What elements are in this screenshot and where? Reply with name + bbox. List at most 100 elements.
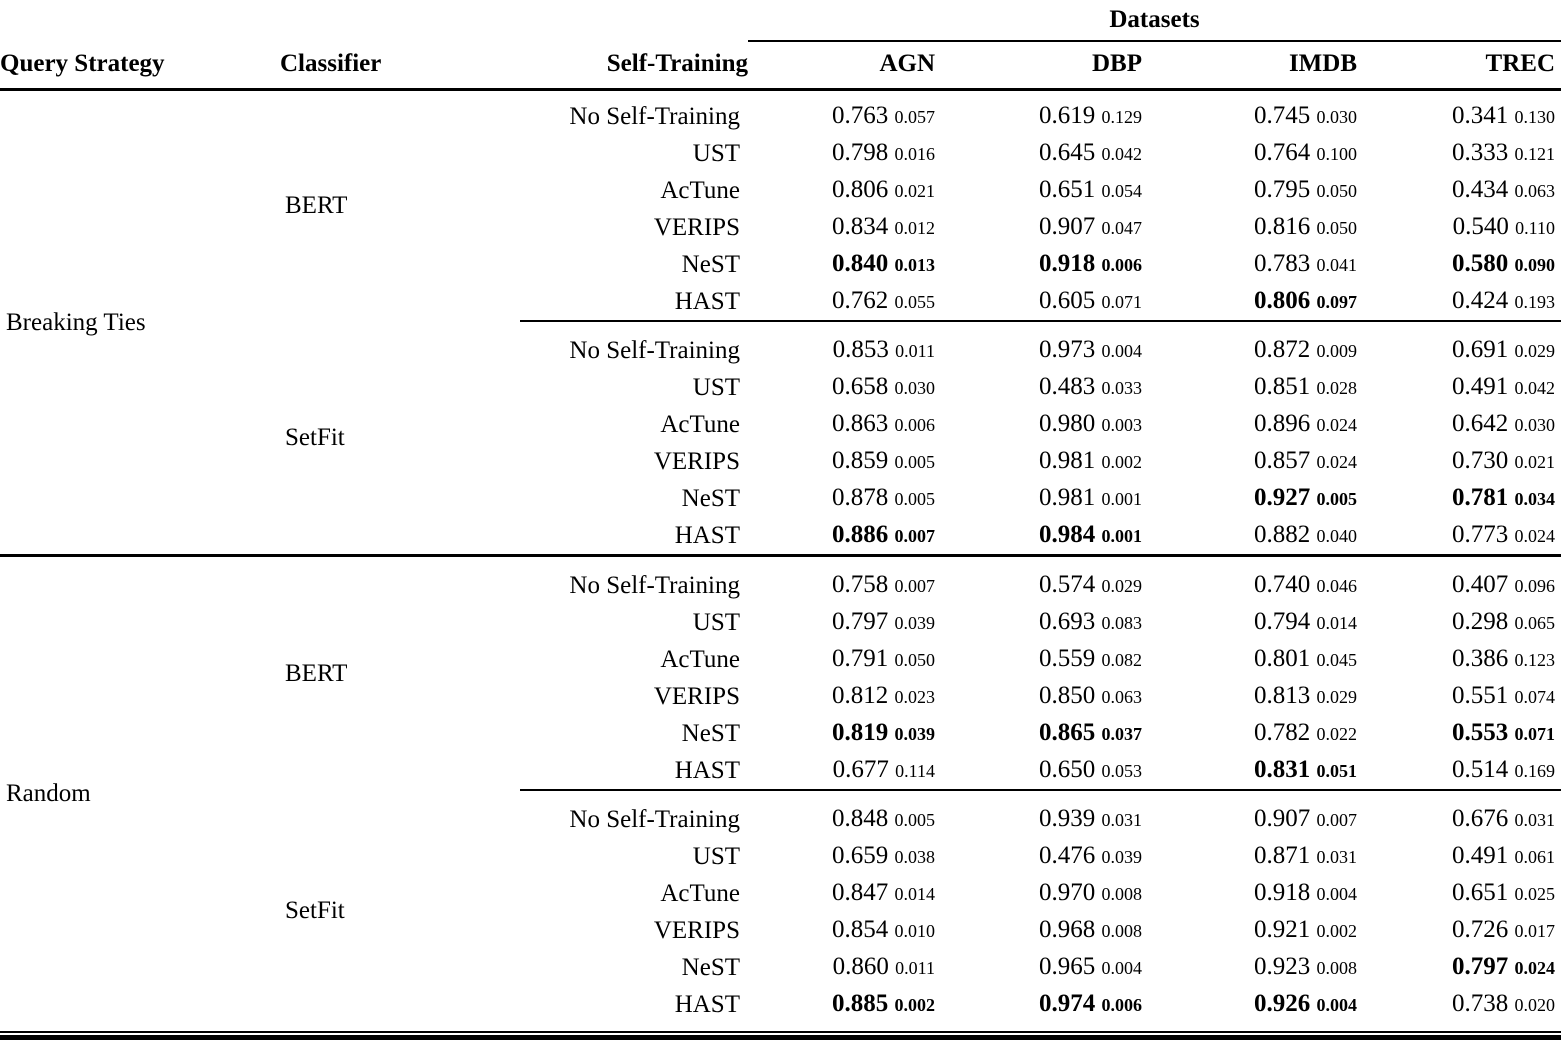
mean-value: 0.853 (832, 336, 889, 363)
std-value: 0.047 (1101, 218, 1143, 238)
value-cell: 0.794 0.014 (1148, 604, 1363, 641)
self-training-cell: HAST (674, 757, 740, 784)
table-row: VERIPS 0.834 0.012 0.907 0.047 0.816 0.050 0… (0, 209, 1561, 246)
std-value: 0.010 (894, 921, 936, 941)
std-value: 0.008 (1101, 884, 1143, 904)
value-cell: 0.559 0.082 (941, 641, 1148, 678)
self-training-cell: AcTune (660, 411, 740, 438)
std-value: 0.025 (1514, 884, 1556, 904)
value-cell: 0.651 0.054 (941, 172, 1148, 209)
table-body: Breaking Ties BERT No Self-Training 0.763 0… (0, 90, 1561, 1031)
value-cell: 0.981 0.002 (941, 443, 1148, 480)
value-cell: 0.973 0.004 (941, 320, 1148, 369)
std-value: 0.129 (1101, 107, 1143, 127)
std-value: 0.071 (1514, 724, 1556, 744)
std-value: 0.024 (1514, 958, 1556, 978)
mean-value: 0.676 (1452, 805, 1509, 832)
value-cell: 0.580 0.090 (1363, 246, 1561, 283)
mean-value: 0.605 (1039, 287, 1096, 314)
value-cell: 0.738 0.020 (1363, 986, 1561, 1031)
std-value: 0.009 (1316, 341, 1358, 361)
std-value: 0.004 (1101, 958, 1143, 978)
value-cell: 0.645 0.042 (941, 135, 1148, 172)
mean-value: 0.574 (1039, 571, 1096, 598)
value-cell: 0.819 0.039 (748, 715, 941, 752)
mean-value: 0.865 (1039, 719, 1096, 746)
mean-value: 0.886 (832, 521, 889, 548)
std-value: 0.039 (894, 724, 936, 744)
table-row: HAST 0.886 0.007 0.984 0.001 0.882 0.040 0.7… (0, 517, 1561, 556)
std-value: 0.006 (1101, 255, 1143, 275)
table-row: AcTune 0.847 0.014 0.970 0.008 0.918 0.004 0… (0, 875, 1561, 912)
value-cell: 0.476 0.039 (941, 838, 1148, 875)
std-value: 0.001 (1101, 526, 1143, 546)
std-value: 0.082 (1101, 650, 1143, 670)
value-cell: 0.795 0.050 (1148, 172, 1363, 209)
self-training-cell: HAST (674, 991, 740, 1018)
mean-value: 0.939 (1039, 805, 1096, 832)
std-value: 0.034 (1514, 489, 1556, 509)
value-cell: 0.619 0.129 (941, 90, 1148, 136)
mean-value: 0.885 (832, 990, 889, 1017)
mean-value: 0.540 (1452, 213, 1509, 240)
mean-value: 0.333 (1452, 139, 1509, 166)
value-cell: 0.758 0.007 (748, 554, 941, 604)
value-cell: 0.923 0.008 (1148, 949, 1363, 986)
value-cell: 0.333 0.121 (1363, 135, 1561, 172)
value-cell: 0.853 0.011 (748, 320, 941, 369)
value-cell: 0.921 0.002 (1148, 912, 1363, 949)
value-cell: 0.854 0.010 (748, 912, 941, 949)
value-cell: 0.812 0.023 (748, 678, 941, 715)
std-value: 0.057 (894, 107, 936, 127)
value-cell: 0.650 0.053 (941, 752, 1148, 790)
std-value: 0.169 (1514, 761, 1556, 781)
value-cell: 0.878 0.005 (748, 480, 941, 517)
table-row: VERIPS 0.854 0.010 0.968 0.008 0.921 0.002 0… (0, 912, 1561, 949)
value-cell: 0.424 0.193 (1363, 283, 1561, 321)
mean-value: 0.651 (1039, 176, 1096, 203)
table-row: UST 0.658 0.030 0.483 0.033 0.851 0.028 0.49… (0, 369, 1561, 406)
column-header-agn: AGN (748, 41, 941, 91)
mean-value: 0.677 (832, 756, 889, 783)
std-value: 0.022 (1316, 724, 1358, 744)
classifier-cell: BERT (285, 192, 348, 219)
mean-value: 0.918 (1039, 250, 1096, 277)
std-value: 0.050 (1316, 218, 1358, 238)
value-cell: 0.762 0.055 (748, 283, 941, 321)
value-cell: 0.896 0.024 (1148, 406, 1363, 443)
mean-value: 0.872 (1254, 336, 1311, 363)
self-training-cell: No Self-Training (520, 320, 748, 369)
datasets-header-row: Datasets (0, 0, 1561, 42)
mean-value: 0.794 (1254, 608, 1311, 635)
self-training-cell: AcTune (660, 646, 740, 673)
mean-value: 0.847 (832, 879, 889, 906)
value-cell: 0.816 0.050 (1148, 209, 1363, 246)
std-value: 0.024 (1316, 415, 1358, 435)
mean-value: 0.730 (1452, 447, 1509, 474)
value-cell: 0.797 0.024 (1363, 949, 1561, 986)
value-cell: 0.691 0.029 (1363, 320, 1561, 369)
mean-value: 0.816 (1254, 213, 1311, 240)
std-value: 0.030 (894, 378, 936, 398)
value-cell: 0.797 0.039 (748, 604, 941, 641)
mean-value: 0.854 (832, 916, 889, 943)
table-row: AcTune 0.806 0.021 0.651 0.054 0.795 0.050 0… (0, 172, 1561, 209)
mean-value: 0.923 (1254, 953, 1311, 980)
value-cell: 0.970 0.008 (941, 875, 1148, 912)
std-value: 0.051 (1316, 761, 1358, 781)
table-row: VERIPS 0.812 0.023 0.850 0.063 0.813 0.029 0… (0, 678, 1561, 715)
mean-value: 0.619 (1039, 102, 1096, 129)
value-cell: 0.926 0.004 (1148, 986, 1363, 1031)
std-value: 0.055 (894, 292, 936, 312)
value-cell: 0.847 0.014 (748, 875, 941, 912)
std-value: 0.007 (1316, 810, 1358, 830)
column-header-imdb: IMDB (1148, 41, 1363, 91)
table-bottom-rule-thick (0, 1035, 1561, 1040)
std-value: 0.005 (894, 452, 936, 472)
std-value: 0.065 (1514, 613, 1556, 633)
std-value: 0.039 (894, 613, 936, 633)
mean-value: 0.968 (1039, 916, 1096, 943)
std-value: 0.046 (1316, 576, 1358, 596)
value-cell: 0.574 0.029 (941, 554, 1148, 604)
